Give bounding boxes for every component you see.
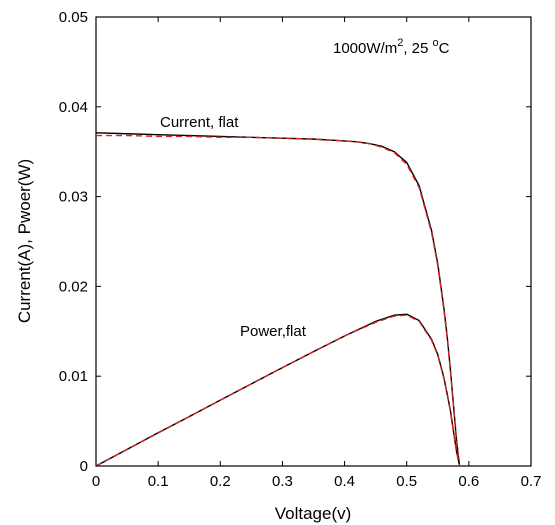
x-tick-label: 0.5	[396, 473, 417, 490]
y-tick-label: 0.04	[59, 99, 88, 116]
condition-exponent: 2	[397, 37, 403, 49]
y-tick-label: 0	[80, 458, 88, 475]
ticks-layer	[95, 16, 532, 467]
power-curve-label: Power,flat	[240, 323, 307, 340]
current-curve-label: Current, flat	[160, 114, 239, 131]
y-axis-label: Current(A), Pwoer(W)	[15, 159, 34, 323]
condition-main: 1000W/m	[333, 40, 397, 57]
series-line-2	[96, 134, 461, 467]
x-tick-label: 0.1	[148, 473, 169, 490]
y-tick-label: 0.02	[59, 278, 88, 295]
condition-unit: C	[439, 40, 450, 57]
y-tick-label: 0.05	[59, 9, 88, 26]
x-tick-label: 0.4	[334, 473, 355, 490]
x-tick-label: 0.6	[458, 473, 479, 490]
x-tick-label: 0.7	[521, 473, 542, 490]
y-tick-label: 0.01	[59, 368, 88, 385]
series-layer	[95, 132, 461, 467]
series-line-4	[95, 314, 461, 467]
condition-mid: , 25	[403, 40, 432, 57]
x-tick-label: 0.2	[210, 473, 231, 490]
series-line-1	[95, 132, 461, 467]
x-tick-label: 0	[92, 473, 100, 490]
x-axis-label: Voltage(v)	[275, 504, 352, 523]
condition-annotation: 1000W/m2, 25 oC	[333, 37, 450, 57]
condition-degree: o	[433, 37, 439, 49]
plot-area	[95, 16, 532, 467]
x-tick-label: 0.3	[272, 473, 293, 490]
plot-frame	[95, 16, 532, 467]
y-tick-label: 0.03	[59, 189, 88, 206]
